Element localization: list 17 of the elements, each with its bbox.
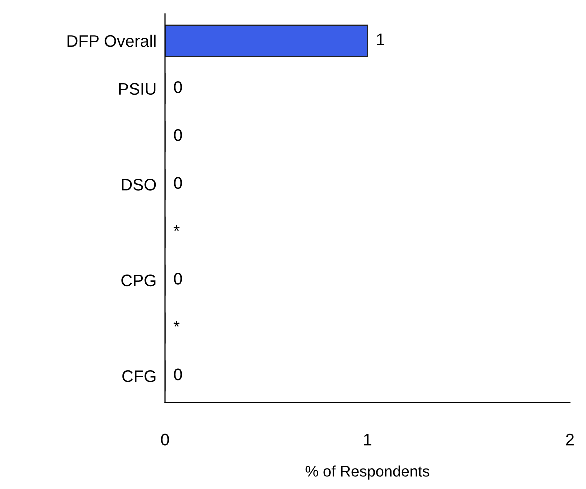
data-label: 0 [174, 273, 182, 285]
x-tick-label: 0 [161, 434, 170, 446]
data-label: 1 [377, 34, 385, 46]
y-tick-label: DFP Overall [68, 34, 156, 48]
y-tick-label: DSO [122, 179, 156, 191]
data-label: 0 [174, 368, 182, 381]
data-label: * [174, 321, 180, 327]
y-tick-label: CPG [122, 274, 156, 287]
x-axis-title: % of Respondents [306, 466, 430, 480]
y-tick-label: PSIU [119, 83, 156, 96]
data-label: 0 [174, 129, 182, 142]
y-tick-label: CFG [122, 370, 156, 382]
data-label: * [174, 225, 180, 232]
data-label: 0 [174, 82, 182, 94]
data-label: 0 [174, 177, 182, 190]
x-tick-label: 1 [364, 434, 372, 446]
x-tick-label: 2 [566, 434, 574, 446]
